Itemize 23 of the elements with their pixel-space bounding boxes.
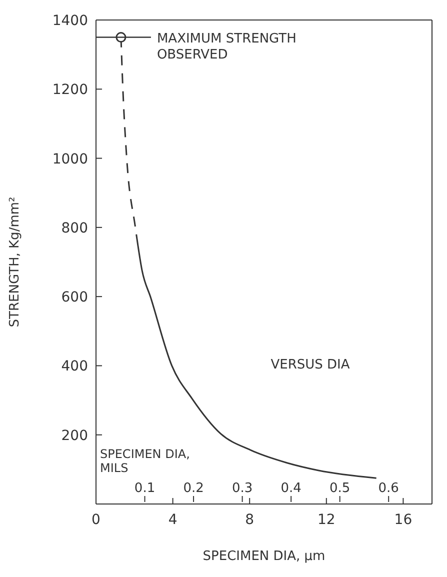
y-tick-label: 800	[61, 220, 88, 236]
x2-axis-title: SPECIMEN DIA, MILS	[100, 447, 190, 475]
y-tick-label: 1200	[52, 82, 88, 98]
x2-tick-label: 0.6	[378, 481, 399, 496]
x2-tick-label: 0.5	[329, 481, 350, 496]
x2-tick-label: 0.4	[280, 481, 302, 496]
y-tick-label: 1000	[52, 151, 88, 168]
y-axis-title: STRENGTH, Kg/mm²	[8, 196, 23, 328]
x-tick-label: 0	[92, 512, 100, 528]
y-tick-label: 400	[61, 358, 88, 375]
y-tick-label: 600	[61, 290, 88, 306]
x-tick-label: 8	[245, 512, 254, 528]
x2-tick-label: 0.3	[232, 481, 253, 496]
x2-tick-label: 0.1	[134, 481, 156, 496]
x-tick-label: 4	[168, 512, 178, 528]
x-axis-title: SPECIMEN DIA, μm	[202, 549, 326, 564]
y-tick-label: 200	[61, 428, 88, 444]
y-tick-label: 1400	[52, 12, 88, 29]
x-tick-label: 12	[317, 512, 336, 528]
annotation: VERSUS DIA	[270, 357, 350, 372]
x2-tick-label: 0.2	[183, 481, 204, 496]
x-tick-label: 16	[394, 512, 412, 528]
annotation: MAXIMUM STRENGTH OBSERVED	[156, 31, 296, 62]
